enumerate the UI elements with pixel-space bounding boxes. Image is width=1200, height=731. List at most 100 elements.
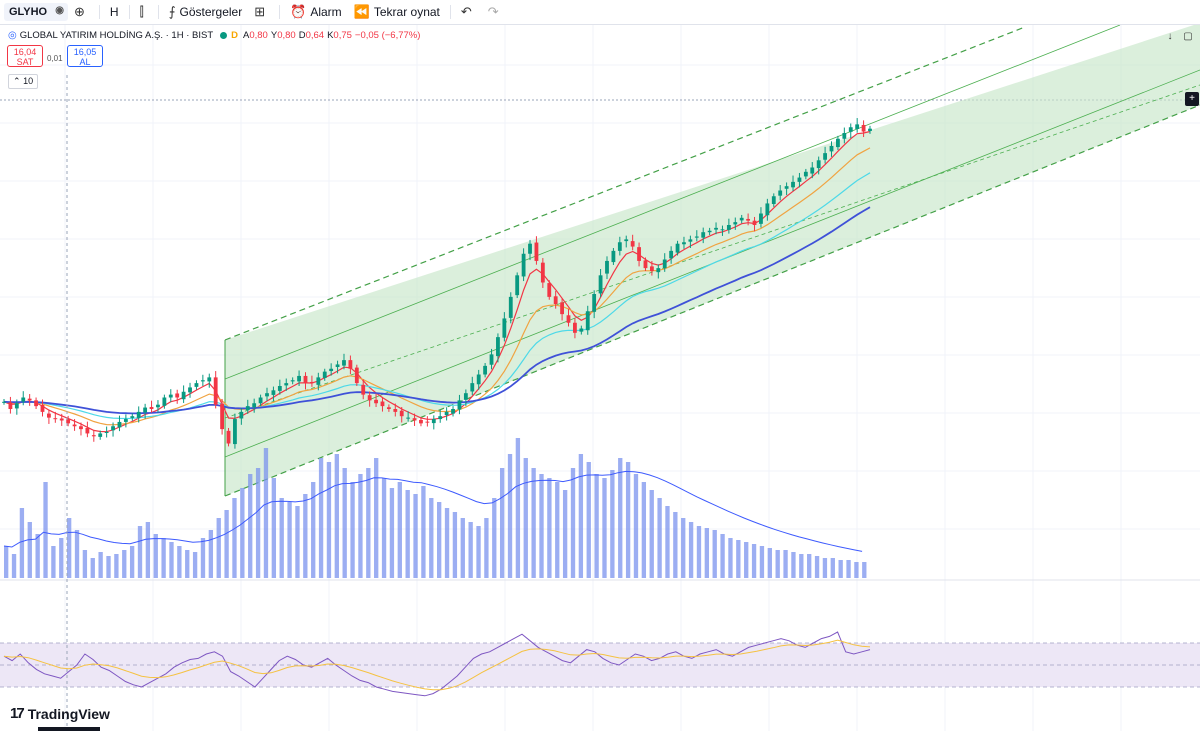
candle-body [457, 400, 462, 410]
divider [279, 5, 281, 19]
candle-body [316, 377, 321, 385]
collapse-legend-button[interactable]: ⌃ 10 [8, 74, 39, 89]
volume-bar [240, 488, 245, 578]
plus-circle-icon: ⊕ [74, 4, 85, 19]
volume-bar [161, 538, 166, 578]
undo-icon: ↶ [460, 4, 472, 19]
interval-button[interactable]: H [104, 2, 125, 22]
volume-bar [665, 506, 670, 578]
divider [157, 5, 159, 19]
divider [128, 5, 130, 19]
candle-body [2, 401, 6, 403]
candle-body [130, 416, 135, 418]
grid-icon: ⊞ [254, 4, 266, 19]
volume-bar [775, 550, 780, 578]
candle-body [566, 315, 571, 323]
volume-bar [342, 468, 347, 578]
volume-bar [429, 498, 434, 578]
volume-bar [570, 468, 576, 578]
buy-price: 16,05 [73, 47, 97, 57]
volume-bar [114, 554, 119, 578]
candle-body [540, 262, 545, 283]
candle-body [669, 250, 674, 259]
candle-body [861, 124, 866, 132]
volume-bar [169, 542, 174, 578]
indicators-button[interactable]: ⨍ Göstergeler [163, 2, 248, 22]
candle-body [842, 133, 847, 139]
candle-body [694, 236, 699, 238]
candle-body [759, 213, 763, 224]
candle-body [329, 368, 334, 372]
eye-icon[interactable]: ◉ [55, 5, 64, 16]
sell-button[interactable]: 16,04 SAT [7, 45, 43, 67]
replay-button[interactable]: ⏪ Tekrar oynat [348, 2, 446, 22]
volume-bar [192, 552, 198, 578]
candle-body [149, 406, 154, 409]
trend-channel[interactable] [224, 25, 1200, 497]
candle-body [483, 365, 488, 375]
volume-bar [389, 488, 395, 578]
divider [98, 5, 100, 19]
volume-bar [539, 474, 544, 578]
volume-bar [807, 554, 812, 578]
alarm-button[interactable]: ⏰ Alarm [284, 2, 348, 22]
volume-bar [696, 526, 702, 578]
candle-body [784, 186, 789, 189]
candle-body [194, 383, 199, 387]
volume-bar [799, 554, 804, 578]
rsi-pane [0, 631, 1200, 697]
candle-body [200, 380, 205, 382]
volume-bar [350, 482, 355, 578]
symbol-search[interactable]: GLYHO ◉ [4, 3, 68, 21]
volume-bar [318, 458, 324, 578]
candle-body [682, 242, 686, 245]
candle-body [765, 203, 770, 216]
candle-body [585, 311, 590, 331]
chart-area[interactable] [0, 25, 1200, 731]
volume-bar [531, 468, 536, 578]
move-down-icon[interactable]: ↓ [1167, 31, 1173, 42]
candle-body [297, 375, 301, 382]
volume-bars [3, 438, 867, 578]
price-candles [2, 118, 872, 449]
redo-button[interactable]: ↷ [482, 2, 509, 22]
high-value: 0,80 [277, 30, 296, 41]
candle-body [188, 387, 192, 393]
volume-bar [263, 448, 269, 578]
layouts-button[interactable]: ⊞ [248, 2, 275, 22]
volume-bar [783, 550, 788, 578]
add-symbol-button[interactable]: ⊕ [68, 2, 95, 22]
volume-bar [405, 490, 410, 578]
candle-body [752, 220, 757, 225]
candle-body [463, 393, 468, 400]
symbol-logo-icon: ◎ [8, 30, 17, 41]
volume-bar [311, 482, 316, 578]
volume-bar [555, 482, 560, 578]
buy-button[interactable]: 16,05 AL [67, 45, 103, 67]
candle-body [72, 424, 77, 427]
redo-icon: ↷ [487, 4, 499, 19]
undo-button[interactable]: ↶ [455, 2, 482, 22]
volume-bar [137, 526, 143, 578]
volume-bar [255, 468, 261, 578]
chart-type-button[interactable]: ⫿ [134, 2, 154, 22]
volume-bar [381, 478, 387, 578]
candle-body [168, 394, 173, 398]
volume-bar [208, 530, 214, 578]
volume-bar [248, 474, 253, 578]
chart-canvas[interactable] [0, 25, 1200, 731]
volume-bar [492, 498, 497, 578]
maximize-pane-icon[interactable]: ▢ [1183, 31, 1193, 42]
volume-bar [35, 534, 40, 578]
candle-body [810, 167, 815, 174]
candle-body [354, 367, 359, 384]
volume-bar [499, 468, 505, 578]
volume-bar [106, 556, 111, 578]
low-key: D [298, 30, 306, 41]
candle-body [624, 239, 629, 242]
indicators-icon: ⨍ [168, 4, 176, 19]
replay-label: Tekrar oynat [373, 5, 440, 19]
tradingview-logo[interactable]: 17 TradingView [10, 705, 110, 722]
ma-medium-line [3, 147, 871, 426]
add-plus-icon[interactable]: + [1185, 92, 1199, 106]
